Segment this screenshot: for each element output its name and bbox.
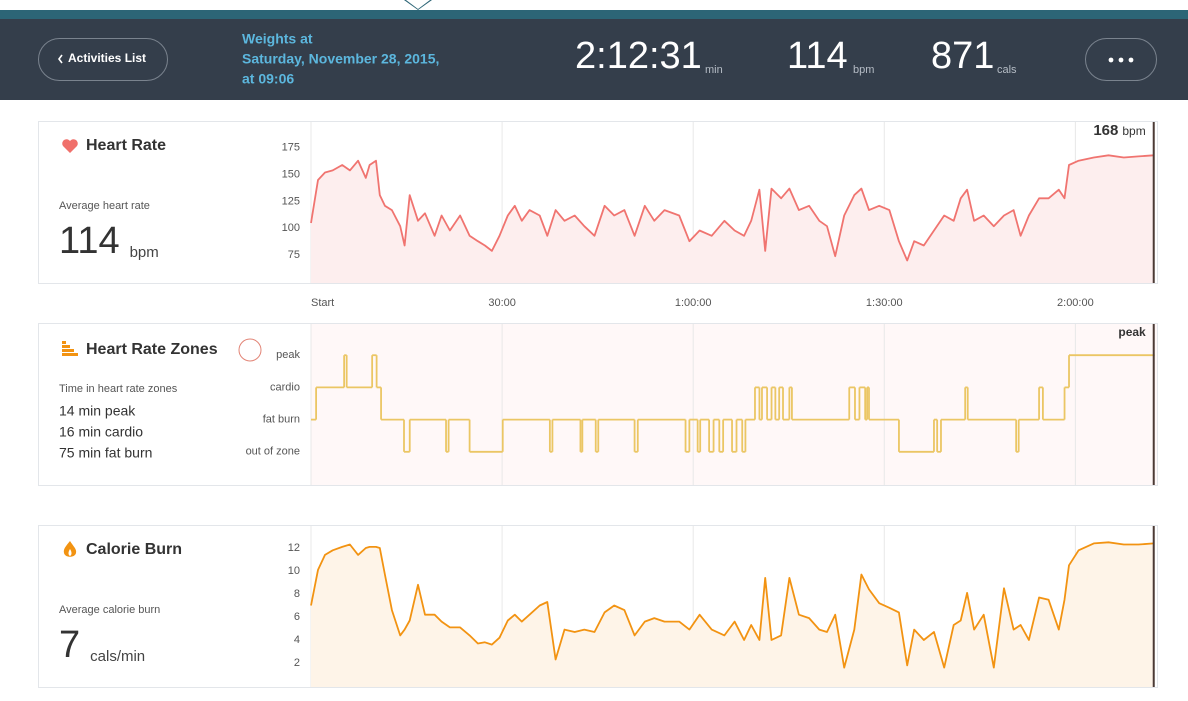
back-button-outline[interactable]: [38, 38, 168, 81]
zones-icon: [62, 341, 78, 356]
y-tick-label: 150: [282, 169, 300, 181]
summary-value: 7: [59, 624, 80, 666]
stat-duration: 2:12:31: [575, 35, 702, 77]
x-tick-label: 1:00:00: [675, 297, 712, 309]
header-notch-inner: [406, 0, 430, 9]
charts: 75 100 125 150 175 Heart Rate Average heart ra…: [38, 121, 1158, 688]
stat-unit: cals: [997, 64, 1017, 76]
dot[interactable]: [1118, 57, 1124, 63]
zone-bar: [62, 353, 78, 356]
stat-heart-rate: 114: [787, 35, 848, 77]
y-tick-label: cardio: [270, 381, 300, 393]
plot-background: [311, 324, 1157, 485]
activity-title: Saturday, November 28, 2015,: [242, 51, 439, 67]
area-fill: [311, 155, 1154, 283]
data-line: [310, 154, 1154, 262]
summary-unit: bpm: [130, 244, 159, 261]
y-tick-label: 100: [282, 222, 300, 234]
chart-card: 75 100 125 150 175 Heart Rate Average heart ra…: [38, 121, 1158, 284]
panel-title: Heart Rate: [86, 137, 166, 154]
y-tick-label: 4: [294, 634, 300, 646]
zone-summary: 14 min peak: [59, 403, 136, 419]
heart-icon: [62, 139, 78, 153]
y-tick-label: 12: [288, 542, 300, 554]
dot[interactable]: [1128, 57, 1134, 63]
cursor-label: peak: [1118, 325, 1146, 339]
activity-title: Weights at: [242, 31, 313, 47]
panel-title: Heart Rate Zones: [86, 341, 218, 358]
y-tick-label: out of zone: [246, 446, 300, 458]
data-line: [310, 541, 1154, 669]
summary-unit: cals/min: [90, 648, 145, 665]
back-label[interactable]: Activities List: [68, 51, 146, 65]
zone-summary: 75 min fat burn: [59, 445, 152, 461]
y-tick-label: 125: [282, 195, 300, 207]
dot[interactable]: [1108, 57, 1114, 63]
header-top: [0, 0, 1188, 10]
icons: [62, 139, 262, 557]
header-stripe: [0, 10, 1188, 19]
cursor-unit: bpm: [1122, 124, 1145, 138]
stat-calories: 871: [931, 35, 994, 77]
activity-title: at 09:06: [242, 71, 294, 87]
y-tick-label: 6: [294, 611, 300, 623]
y-tick-label: 75: [288, 249, 300, 261]
zone-summary: 16 min cardio: [59, 424, 143, 440]
help-icon[interactable]: [238, 338, 262, 362]
panel-title: Calorie Burn: [86, 541, 182, 558]
x-tick-label: 30:00: [488, 297, 516, 309]
y-tick-label: 10: [288, 565, 300, 577]
y-tick-label: peak: [276, 349, 300, 361]
x-tick-label: 2:00:00: [1057, 297, 1094, 309]
x-tick-label: Start: [311, 297, 334, 309]
chart-card: 2 4 6 8 10 12 Calorie Burn Average calorie burn…: [38, 525, 1158, 688]
summary-label: Average calorie burn: [59, 604, 160, 616]
zone-bar: [62, 345, 70, 348]
flame-icon: [63, 541, 77, 557]
summary-label: Time in heart rate zones: [59, 383, 178, 395]
back-chevron[interactable]: [58, 54, 63, 64]
summary-label: Average heart rate: [59, 200, 150, 212]
more-button-outline[interactable]: [1085, 38, 1157, 81]
y-tick-label: 2: [294, 657, 300, 669]
y-tick-label: 175: [282, 142, 300, 154]
y-tick-label: fat burn: [263, 414, 300, 426]
more-button[interactable]: [1085, 38, 1157, 81]
summary-value: 114: [59, 220, 120, 262]
back-button[interactable]: Activities List: [38, 38, 168, 81]
area-fill: [311, 542, 1154, 687]
cursor-value: 168: [1093, 122, 1118, 139]
x-tick-label: 1:30:00: [866, 297, 903, 309]
zone-bar: [62, 349, 74, 352]
stat-unit: min: [705, 64, 723, 76]
y-tick-label: 8: [294, 588, 300, 600]
stat-unit: bpm: [853, 64, 874, 76]
chart-card: peak cardio fat burn out of zone Heart Rate …: [38, 323, 1158, 486]
zone-bar: [62, 341, 66, 344]
